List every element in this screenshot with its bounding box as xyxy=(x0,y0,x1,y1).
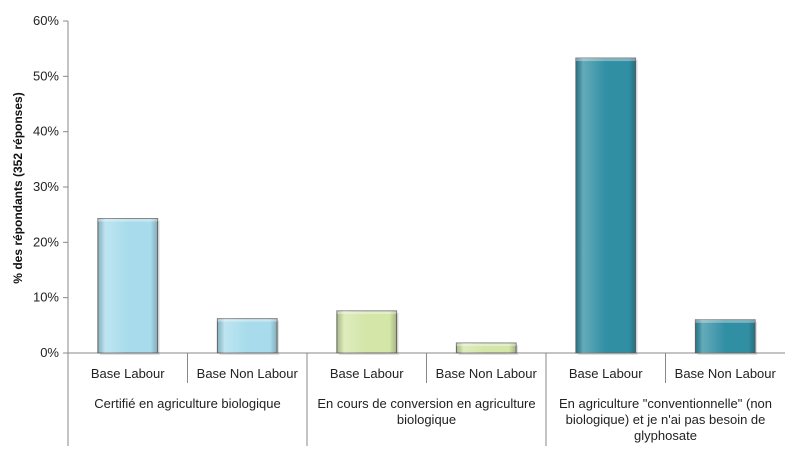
y-tick-label: 60% xyxy=(33,13,59,28)
category-label: Base Labour xyxy=(91,366,165,381)
bar-shading xyxy=(97,218,158,353)
group-label-line: En agriculture "conventionnelle" (non xyxy=(559,396,772,411)
group-label-line: glyphosate xyxy=(634,428,697,443)
group-label-line: En cours de conversion en agriculture xyxy=(317,396,535,411)
bar-shading xyxy=(217,318,278,353)
y-axis-label: % des répondants (352 réponses) xyxy=(11,92,25,283)
group-label: En agriculture "conventionnelle" (non bio… xyxy=(559,396,772,443)
category-label: Base Non Labour xyxy=(197,366,299,381)
y-tick-label: 30% xyxy=(33,179,59,194)
y-tick-label: 20% xyxy=(33,234,59,249)
category-label: Base Labour xyxy=(569,366,643,381)
group-label-line: Certifié en agriculture biologique xyxy=(94,396,280,411)
category-label: Base Labour xyxy=(330,366,404,381)
group-label: En cours de conversion en agriculture bio… xyxy=(317,396,535,427)
bar-top-highlight xyxy=(456,343,517,347)
y-tick-label: 0% xyxy=(40,345,59,360)
bar-shading xyxy=(336,310,397,353)
bar-top-highlight xyxy=(695,319,756,323)
group-label: Certifié en agriculture biologique xyxy=(94,396,280,411)
y-tick-label: 10% xyxy=(33,290,59,305)
y-tick-label: 40% xyxy=(33,124,59,139)
y-tick-label: 50% xyxy=(33,68,59,83)
category-label: Base Non Labour xyxy=(675,366,777,381)
group-label-line: biologique) et je n'ai pas besoin de xyxy=(566,412,766,427)
bar-shading xyxy=(695,319,756,353)
bar-top-highlight xyxy=(97,218,158,222)
bar-shading xyxy=(456,343,517,353)
bar-shading xyxy=(575,58,636,353)
bar-top-highlight xyxy=(217,318,278,322)
group-label-line: biologique xyxy=(397,412,456,427)
category-label: Base Non Labour xyxy=(436,366,538,381)
bar-top-highlight xyxy=(336,310,397,314)
bar-top-highlight xyxy=(575,58,636,62)
